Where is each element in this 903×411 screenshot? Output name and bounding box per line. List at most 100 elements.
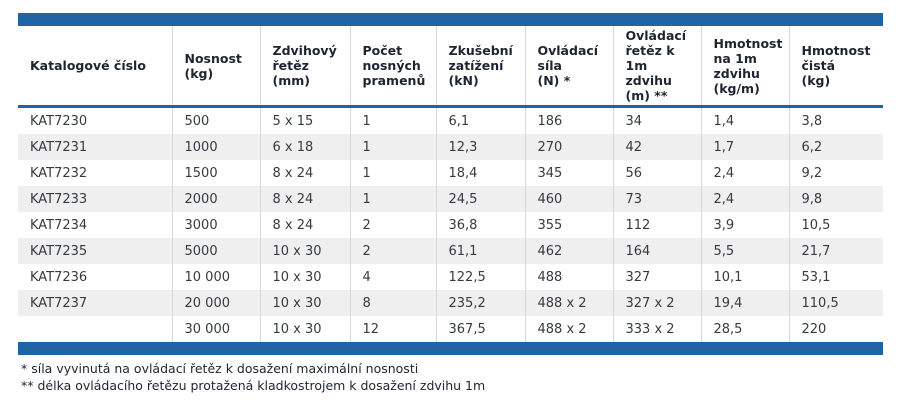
table-cell: 73: [613, 186, 702, 212]
table-cell: KAT7232: [18, 160, 173, 186]
table-cell: 10 x 30: [260, 238, 351, 264]
table-cell: [18, 316, 173, 342]
product-spec-table: Katalogové číslo Nosnost (kg) Zdvihový ř…: [18, 13, 883, 355]
footnotes: * síla vyvinutá na ovládací řetěz k dosa…: [21, 360, 485, 394]
column-header-pocet-pramenu: Počet nosných pramenů: [350, 26, 437, 108]
table-cell: 9,8: [801, 191, 823, 207]
table-cell: 460: [525, 186, 614, 212]
table-cell: 500: [172, 106, 261, 134]
table-row: KAT7234 3000 8 x 24 2 36,8 355 112 3,9 10,5: [18, 212, 883, 238]
column-header-hmotnost-na-1m: Hmotnost na 1m zdvihu (kg/m): [701, 26, 790, 108]
table-cell: 10 x 30: [260, 264, 351, 290]
table-cell: 6,2: [801, 139, 823, 155]
table-cell: 12: [350, 316, 437, 342]
table-cell: 1: [350, 106, 437, 134]
table-cell: 30 000: [172, 316, 261, 342]
table-cell: 110,5: [801, 295, 839, 311]
table-cell: 220: [801, 321, 827, 337]
header-row: Katalogové číslo Nosnost (kg) Zdvihový ř…: [18, 26, 883, 108]
table-cell: 3,8: [801, 113, 823, 129]
table-cell: 6,1: [436, 106, 526, 134]
table-cell: 19,4: [701, 290, 790, 316]
table-cell: 8 x 24: [260, 160, 351, 186]
specs-table: Katalogové číslo Nosnost (kg) Zdvihový ř…: [18, 26, 883, 342]
table-cell: 327: [613, 264, 702, 290]
table-cell: 9,2: [801, 165, 823, 181]
table-cell: 36,8: [436, 212, 526, 238]
table-cell: 270: [525, 134, 614, 160]
table-cell: 164: [613, 238, 702, 264]
column-header-katalogove-cislo: Katalogové číslo: [18, 26, 173, 108]
table-cell: 10 x 30: [260, 316, 351, 342]
table-row: KAT7233 2000 8 x 24 1 24,5 460 73 2,4 9,8: [18, 186, 883, 212]
table-cell: 8: [350, 290, 437, 316]
table-cell: 235,2: [436, 290, 526, 316]
table-cell: 3,9: [701, 212, 790, 238]
table-cell: 2: [350, 238, 437, 264]
column-header-zdvihovy-retez: Zdvihový řetěz (mm): [260, 26, 351, 108]
table-cell: 18,4: [436, 160, 526, 186]
table-cell: 2,4: [701, 186, 790, 212]
table-row: KAT7236 10 000 10 x 30 4 122,5 488 327 10,1 53,1: [18, 264, 883, 290]
footnote-single-asterisk: * síla vyvinutá na ovládací řetěz k dosa…: [21, 361, 419, 376]
table-cell: 1,4: [701, 106, 790, 134]
table-row: KAT7230 500 5 x 15 1 6,1 186 34 1,4 3,8: [18, 106, 883, 134]
table-cell: 5000: [172, 238, 261, 264]
table-cell: 10 000: [172, 264, 261, 290]
table-cell: 488 x 2: [525, 290, 614, 316]
table-cell: 8 x 24: [260, 186, 351, 212]
table-cell: KAT7233: [18, 186, 173, 212]
table-row: KAT7237 20 000 10 x 30 8 235,2 488 x 2 327 x 2…: [18, 290, 883, 316]
table-cell: 56: [613, 160, 702, 186]
table-cell: 1000: [172, 134, 261, 160]
table-cell: 53,1: [801, 269, 831, 285]
table-cell: 61,1: [436, 238, 526, 264]
column-header-nosnost: Nosnost (kg): [172, 26, 261, 108]
table-cell: 367,5: [436, 316, 526, 342]
table-cell: 10 x 30: [260, 290, 351, 316]
table-cell: KAT7235: [18, 238, 173, 264]
table-cell: 21,7: [801, 243, 831, 259]
footnote-double-asterisk: ** délka ovládacího řetězu protažená kla…: [21, 378, 486, 393]
table-cell: 345: [525, 160, 614, 186]
table-cell: 2,4: [701, 160, 790, 186]
table-cell: 42: [613, 134, 702, 160]
table-cell: 122,5: [436, 264, 526, 290]
table-cell: 10,5: [801, 217, 831, 233]
table-cell: 112: [613, 212, 702, 238]
table-cell: KAT7231: [18, 134, 173, 160]
table-cell: 488 x 2: [525, 316, 614, 342]
column-header-ovladaci-retez: Ovládací řetěz k 1m zdvihu (m) **: [613, 26, 702, 108]
table-cell: 1: [350, 160, 437, 186]
table-cell: 4: [350, 264, 437, 290]
table-cell: 1: [350, 186, 437, 212]
table-bottom-bar: [18, 342, 883, 355]
table-cell: 5 x 15: [260, 106, 351, 134]
table-row: KAT7232 1500 8 x 24 1 18,4 345 56 2,4 9,2: [18, 160, 883, 186]
table-cell: 3000: [172, 212, 261, 238]
table-cell: 20 000: [172, 290, 261, 316]
table-cell: 28,5: [701, 316, 790, 342]
column-header-hmotnost-cista: Hmotnost čistá (kg): [789, 26, 883, 108]
table-cell: KAT7234: [18, 212, 173, 238]
table-body: KAT7230 500 5 x 15 1 6,1 186 34 1,4 3,8 KAT7231 10…: [18, 106, 883, 342]
table-cell: 327 x 2: [613, 290, 702, 316]
column-header-ovladaci-sila: Ovládací síla (N) *: [525, 26, 614, 108]
table-cell: 355: [525, 212, 614, 238]
table-header: Katalogové číslo Nosnost (kg) Zdvihový ř…: [18, 26, 883, 108]
table-cell: 8 x 24: [260, 212, 351, 238]
table-cell: 1,7: [701, 134, 790, 160]
table-row: KAT7235 5000 10 x 30 2 61,1 462 164 5,5 21,7: [18, 238, 883, 264]
table-cell: KAT7236: [18, 264, 173, 290]
table-cell: 488: [525, 264, 614, 290]
table-row: KAT7231 1000 6 x 18 1 12,3 270 42 1,7 6,2: [18, 134, 883, 160]
table-cell: 2000: [172, 186, 261, 212]
table-cell: 12,3: [436, 134, 526, 160]
table-cell: 10,1: [701, 264, 790, 290]
table-cell: 186: [525, 106, 614, 134]
table-top-bar: [18, 13, 883, 26]
table-cell: 24,5: [436, 186, 526, 212]
table-cell: 5,5: [701, 238, 790, 264]
table-cell: 462: [525, 238, 614, 264]
